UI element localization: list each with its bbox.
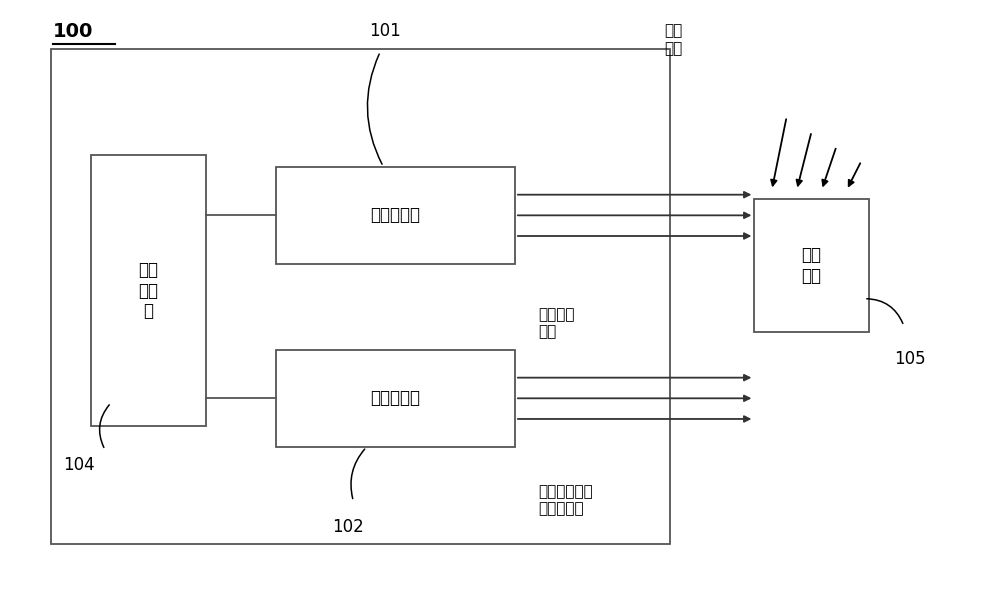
Bar [91,155,206,426]
Bar [276,350,515,447]
Text: 光谱传感器: 光谱传感器 [370,390,420,407]
Bar [276,167,515,264]
Text: 测试
光线: 测试 光线 [665,24,683,56]
Text: 100: 100 [53,22,94,41]
Text: 皮肖反射
光线: 皮肖反射 光线 [538,307,574,339]
Text: 光照个体接收
光照的光线: 光照个体接收 光照的光线 [538,484,593,517]
Bar [51,49,670,544]
Text: 102: 102 [333,518,364,536]
Text: 101: 101 [369,22,401,40]
Text: 光照
个体: 光照 个体 [802,246,822,285]
Text: 104: 104 [63,455,95,474]
Text: 105: 105 [894,350,926,368]
Bar [754,199,869,332]
Text: 高光谱相机: 高光谱相机 [370,206,420,224]
Text: 光照
控制
器: 光照 控制 器 [138,261,158,320]
